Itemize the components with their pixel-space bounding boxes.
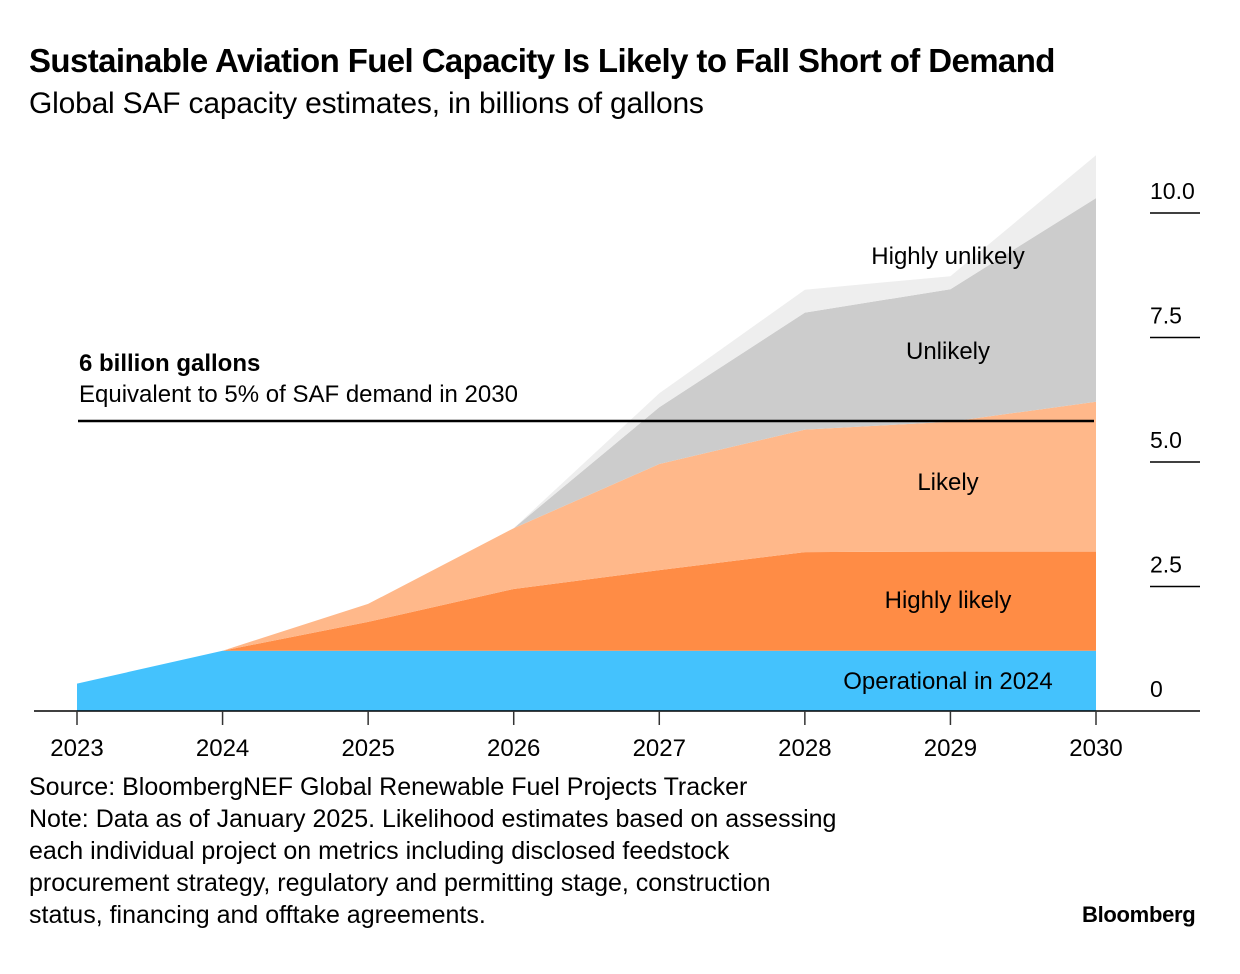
y-tick-label: 7.5 — [1150, 303, 1182, 329]
series-label-likely: Likely — [917, 469, 978, 496]
area-operational-in-2024 — [77, 650, 1096, 711]
chart-subtitle: Global SAF capacity estimates, in billio… — [29, 87, 704, 120]
source-note: Source: BloombergNEF Global Renewable Fu… — [29, 773, 748, 801]
area-layers — [77, 155, 1096, 711]
y-tick-label: 0 — [1150, 676, 1163, 702]
area-unlikely — [77, 198, 1096, 684]
series-label-operational-in-2024: Operational in 2024 — [843, 668, 1052, 695]
reference-line-group: 6 billion gallons Equivalent to 5% of SAF… — [78, 350, 1094, 423]
x-tick-label: 2026 — [487, 735, 540, 762]
y-axis: 0 2.5 5.0 7.5 10.0 — [1150, 178, 1200, 702]
bloomberg-logo: Bloomberg — [1082, 902, 1196, 927]
area-highly-likely — [77, 551, 1096, 684]
area-likely — [77, 401, 1096, 684]
y-tick-label: 10.0 — [1150, 178, 1195, 204]
chart-title: Sustainable Aviation Fuel Capacity Is Li… — [29, 42, 1055, 79]
series-label-unlikely: Unlikely — [906, 338, 990, 365]
x-tick-label: 2023 — [50, 735, 103, 762]
footer: Source: BloombergNEF Global Renewable Fu… — [29, 771, 989, 931]
area-highly-unlikely — [77, 155, 1096, 684]
y-tick-label: 5.0 — [1150, 427, 1182, 453]
x-tick-label: 2029 — [924, 735, 977, 762]
reference-line-description: Equivalent to 5% of SAF demand in 2030 — [79, 381, 518, 408]
x-tick-label: 2027 — [633, 735, 686, 762]
y-tick-label: 2.5 — [1150, 552, 1182, 578]
x-tick-label: 2028 — [778, 735, 831, 762]
note-line: Note: Data as of January 2025. Likelihoo… — [29, 805, 837, 833]
x-tick-label: 2025 — [341, 735, 394, 762]
series-labels: Operational in 2024 Highly likely Likely Un… — [843, 243, 1052, 695]
reference-line-value-label: 6 billion gallons — [79, 350, 260, 377]
note-line: procurement strategy, regulatory and per… — [29, 869, 771, 897]
note-line: each individual project on metrics inclu… — [29, 837, 730, 865]
x-tick-label: 2030 — [1069, 735, 1122, 762]
note-line: status, financing and offtake agreements… — [29, 901, 486, 929]
x-axis: 2023 2024 2025 2026 2027 2028 2029 2030 — [34, 710, 1200, 762]
series-label-highly-unlikely: Highly unlikely — [871, 243, 1024, 270]
x-tick-label: 2024 — [196, 735, 249, 762]
series-label-highly-likely: Highly likely — [885, 587, 1012, 614]
